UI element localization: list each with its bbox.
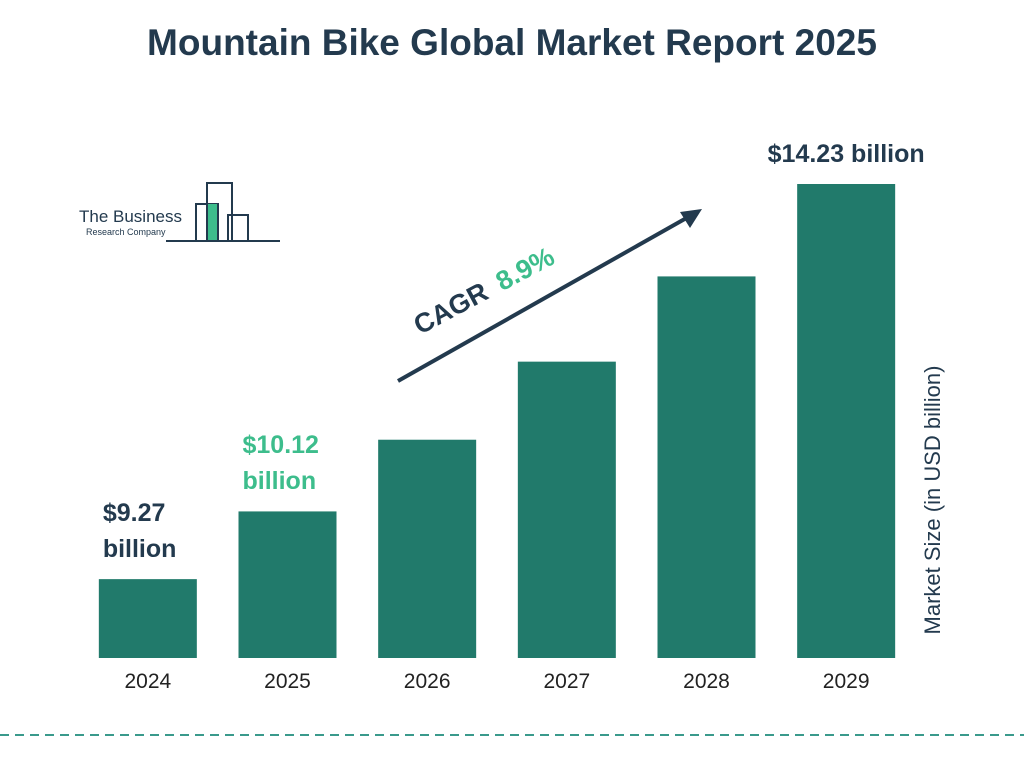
value-label: $14.23 billion bbox=[767, 140, 925, 168]
chart-title: Mountain Bike Global Market Report 2025 bbox=[147, 22, 877, 63]
value-label: $10.12 billion bbox=[242, 431, 319, 496]
logo: The Business Research Company bbox=[79, 182, 280, 242]
cagr-value: 8.9% bbox=[491, 241, 559, 296]
x-tick-label: 2025 bbox=[264, 670, 311, 693]
logo-shape bbox=[208, 204, 217, 241]
bar bbox=[657, 276, 756, 658]
logo-subname: Research Company bbox=[86, 227, 166, 237]
bar bbox=[517, 361, 616, 658]
x-tick-label: 2024 bbox=[124, 670, 171, 693]
y-axis-label: Market Size (in USD billion) bbox=[920, 366, 945, 635]
bar bbox=[238, 511, 337, 658]
cagr: CAGR 8.9% bbox=[409, 241, 560, 340]
x-tick-label: 2026 bbox=[404, 670, 451, 693]
cagr-arrow bbox=[397, 214, 691, 383]
x-tick-label: 2029 bbox=[823, 670, 870, 693]
cagr-arrow-head bbox=[680, 209, 702, 228]
bar bbox=[378, 439, 477, 658]
value-label: $9.27 billion bbox=[102, 499, 177, 564]
logo-name: The Business bbox=[79, 207, 182, 226]
bar bbox=[98, 579, 197, 658]
bar bbox=[797, 184, 896, 658]
cagr-label: CAGR bbox=[409, 276, 493, 340]
x-tick-label: 2028 bbox=[683, 670, 730, 693]
x-tick-label: 2027 bbox=[543, 670, 590, 693]
